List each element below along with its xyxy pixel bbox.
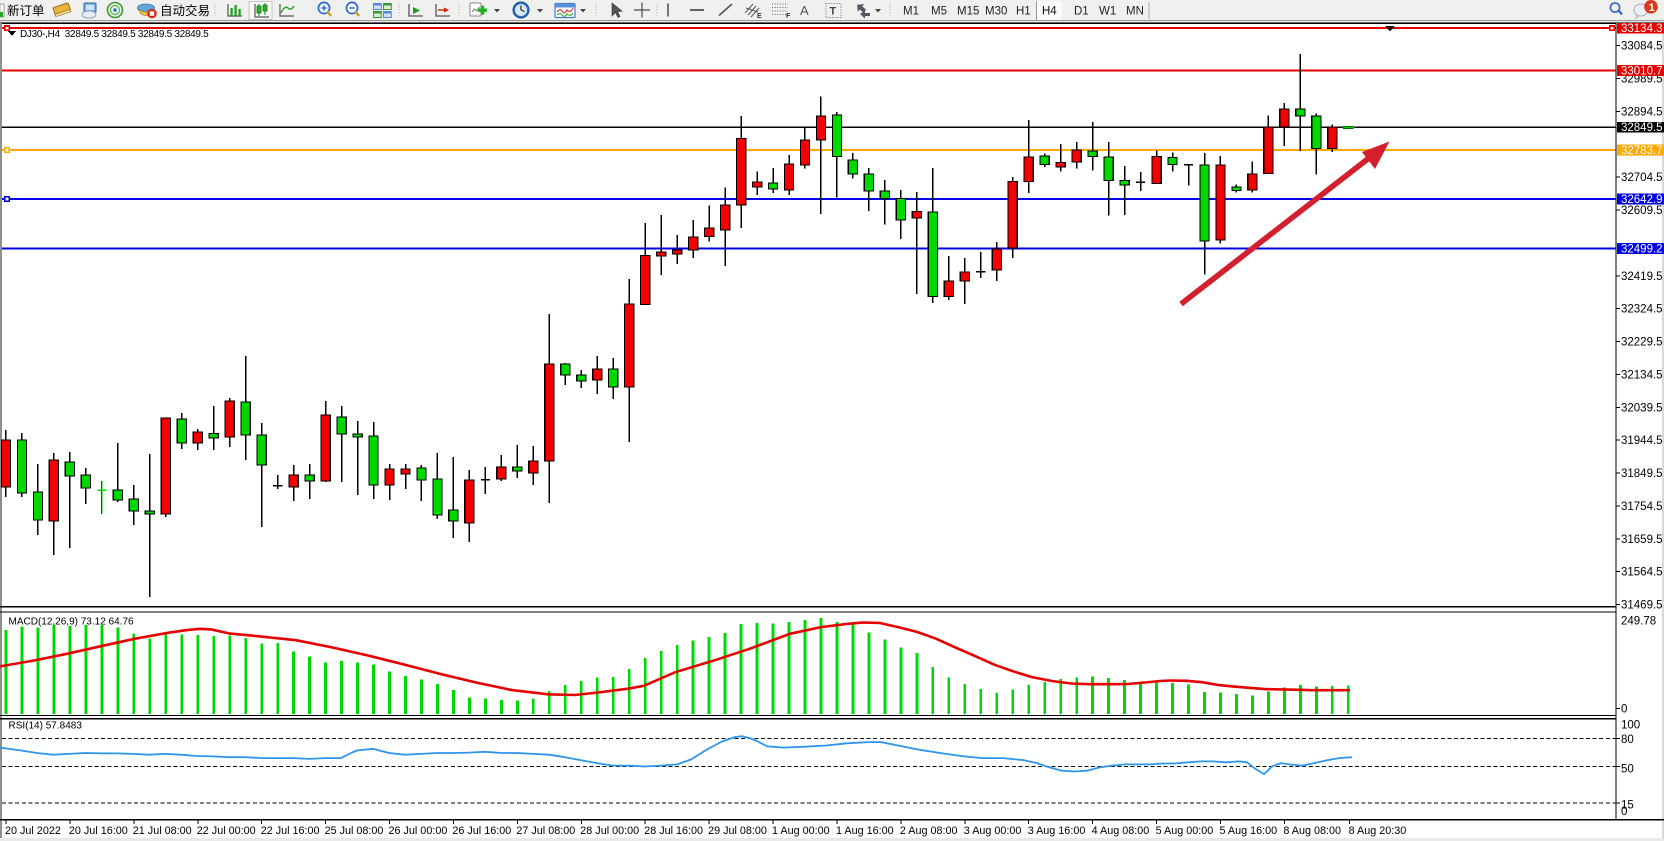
- svg-text:32419.5: 32419.5: [1621, 271, 1663, 283]
- svg-text:20 Jul 16:00: 20 Jul 16:00: [69, 825, 128, 837]
- svg-text:31944.5: 31944.5: [1621, 435, 1663, 447]
- svg-text:D1: D1: [1074, 6, 1089, 18]
- svg-text:32704.5: 32704.5: [1621, 172, 1663, 184]
- svg-text:5 Aug 16:00: 5 Aug 16:00: [1220, 825, 1278, 837]
- svg-text:15: 15: [1621, 800, 1634, 812]
- svg-text:32894.5: 32894.5: [1621, 107, 1663, 119]
- svg-text:1 Aug 00:00: 1 Aug 00:00: [772, 825, 830, 837]
- svg-text:A: A: [800, 3, 809, 18]
- svg-text:1: 1: [1649, 2, 1655, 14]
- svg-text:1 Aug 16:00: 1 Aug 16:00: [836, 825, 894, 837]
- svg-text:32849.5: 32849.5: [1621, 122, 1663, 134]
- svg-text:26 Jul 16:00: 26 Jul 16:00: [452, 825, 511, 837]
- svg-text:自动交易: 自动交易: [160, 3, 210, 18]
- svg-text:26 Jul 00:00: 26 Jul 00:00: [389, 825, 448, 837]
- svg-text:RSI(14) 57.8483: RSI(14) 57.8483: [9, 721, 83, 732]
- svg-text:H4: H4: [1042, 6, 1057, 18]
- svg-text:32039.5: 32039.5: [1621, 402, 1663, 414]
- svg-text:W1: W1: [1099, 6, 1116, 18]
- svg-text:H1: H1: [1016, 6, 1031, 18]
- svg-text:33134.3: 33134.3: [1621, 23, 1663, 35]
- svg-text:3 Aug 16:00: 3 Aug 16:00: [1028, 825, 1086, 837]
- svg-text:E: E: [757, 13, 762, 20]
- svg-text:T: T: [830, 6, 837, 18]
- svg-text:80: 80: [1621, 734, 1634, 746]
- svg-text:8 Aug 08:00: 8 Aug 08:00: [1283, 825, 1341, 837]
- svg-text:22 Jul 16:00: 22 Jul 16:00: [261, 825, 320, 837]
- svg-text:32499.2: 32499.2: [1621, 244, 1663, 256]
- svg-text:32324.5: 32324.5: [1621, 304, 1663, 316]
- svg-text:0: 0: [1621, 704, 1627, 716]
- svg-text:32609.5: 32609.5: [1621, 205, 1663, 217]
- svg-text:32642.9: 32642.9: [1621, 194, 1663, 206]
- svg-text:M5: M5: [931, 6, 947, 18]
- svg-text:27 Jul 08:00: 27 Jul 08:00: [516, 825, 575, 837]
- svg-text:M1: M1: [903, 6, 919, 18]
- svg-text:22 Jul 00:00: 22 Jul 00:00: [197, 825, 256, 837]
- svg-text:32134.5: 32134.5: [1621, 370, 1663, 382]
- svg-text:3 Aug 00:00: 3 Aug 00:00: [964, 825, 1022, 837]
- svg-text:M30: M30: [985, 6, 1007, 18]
- svg-text:50: 50: [1621, 764, 1634, 776]
- svg-text:32783.7: 32783.7: [1621, 145, 1663, 157]
- svg-text:5 Aug 00:00: 5 Aug 00:00: [1156, 825, 1214, 837]
- svg-text:MACD(12,26,9) 73.12 64.76: MACD(12,26,9) 73.12 64.76: [9, 617, 135, 628]
- svg-text:DJ30-,H4 32849.5 32849.5 3284: DJ30-,H4 32849.5 32849.5 32849.5 32849.5: [20, 29, 209, 40]
- svg-text:29 Jul 08:00: 29 Jul 08:00: [708, 825, 767, 837]
- svg-text:31659.5: 31659.5: [1621, 534, 1663, 546]
- svg-text:4 Aug 08:00: 4 Aug 08:00: [1092, 825, 1150, 837]
- svg-text:33084.5: 33084.5: [1621, 41, 1663, 53]
- svg-text:F: F: [786, 13, 791, 20]
- svg-text:100: 100: [1621, 720, 1640, 732]
- svg-text:M15: M15: [957, 6, 979, 18]
- svg-text:31469.5: 31469.5: [1621, 600, 1663, 612]
- svg-text:31564.5: 31564.5: [1621, 567, 1663, 579]
- svg-text:32989.5: 32989.5: [1621, 74, 1663, 86]
- svg-text:32229.5: 32229.5: [1621, 337, 1663, 349]
- svg-text:20 Jul 2022: 20 Jul 2022: [5, 825, 61, 837]
- svg-text:0: 0: [1621, 806, 1627, 818]
- svg-text:31849.5: 31849.5: [1621, 468, 1663, 480]
- svg-text:28 Jul 00:00: 28 Jul 00:00: [580, 825, 639, 837]
- svg-text:8 Aug 20:30: 8 Aug 20:30: [1349, 825, 1407, 837]
- svg-text:新订单: 新订单: [7, 3, 45, 18]
- svg-text:21 Jul 08:00: 21 Jul 08:00: [133, 825, 192, 837]
- svg-text:249.78: 249.78: [1621, 616, 1656, 628]
- svg-text:33010.7: 33010.7: [1621, 66, 1663, 78]
- svg-text:28 Jul 16:00: 28 Jul 16:00: [644, 825, 703, 837]
- svg-text:25 Jul 08:00: 25 Jul 08:00: [325, 825, 384, 837]
- svg-text:2 Aug 08:00: 2 Aug 08:00: [900, 825, 958, 837]
- svg-text:MN: MN: [1126, 6, 1144, 18]
- svg-text:31754.5: 31754.5: [1621, 501, 1663, 513]
